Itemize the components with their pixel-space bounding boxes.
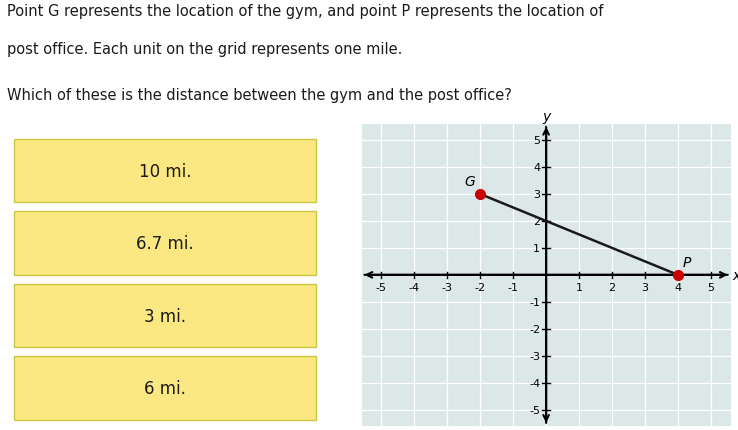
Text: Which of these is the distance between the gym and the post office?: Which of these is the distance between t…: [7, 88, 512, 103]
FancyBboxPatch shape: [14, 284, 316, 347]
Text: 1: 1: [533, 243, 540, 253]
Text: -2: -2: [475, 283, 486, 293]
FancyBboxPatch shape: [14, 212, 316, 275]
Text: -1: -1: [529, 297, 540, 307]
Text: -5: -5: [376, 283, 387, 293]
FancyBboxPatch shape: [14, 140, 316, 203]
Text: 3 mi.: 3 mi.: [144, 307, 186, 325]
Text: 6 mi.: 6 mi.: [144, 379, 186, 397]
Text: 6.7 mi.: 6.7 mi.: [136, 235, 193, 252]
Text: -3: -3: [529, 351, 540, 361]
Text: post office. Each unit on the grid represents one mile.: post office. Each unit on the grid repre…: [7, 41, 403, 56]
Text: x: x: [732, 268, 738, 282]
Text: -4: -4: [529, 378, 540, 388]
Text: G: G: [464, 175, 475, 189]
Text: 10 mi.: 10 mi.: [139, 163, 191, 180]
Text: P: P: [683, 255, 692, 269]
Text: 2: 2: [533, 216, 540, 227]
Text: y: y: [542, 109, 551, 123]
FancyBboxPatch shape: [14, 356, 316, 420]
Text: 5: 5: [707, 283, 714, 293]
Text: 1: 1: [576, 283, 582, 293]
Text: -4: -4: [409, 283, 420, 293]
Text: 2: 2: [608, 283, 615, 293]
Text: 3: 3: [533, 190, 540, 200]
Text: 5: 5: [533, 136, 540, 146]
Text: Point G represents the location of the gym, and point P represents the location : Point G represents the location of the g…: [7, 4, 604, 19]
Text: -1: -1: [508, 283, 519, 293]
Text: -2: -2: [529, 324, 540, 334]
Text: 4: 4: [533, 163, 540, 173]
Text: 3: 3: [641, 283, 649, 293]
Text: -5: -5: [529, 405, 540, 415]
Text: 4: 4: [675, 283, 681, 293]
Text: -3: -3: [442, 283, 453, 293]
